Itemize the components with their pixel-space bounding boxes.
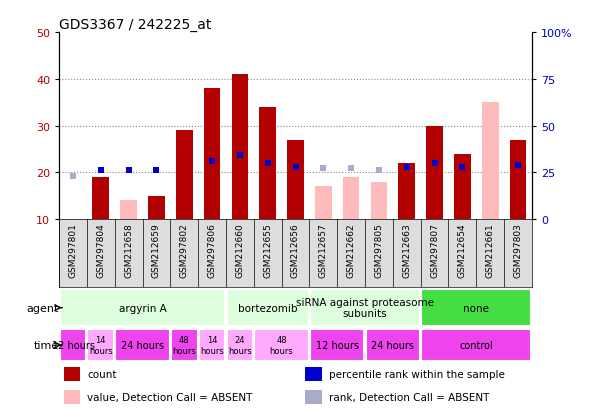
Bar (305, 367, 322, 381)
Text: 48
hours: 48 hours (173, 335, 196, 355)
Text: GSM212657: GSM212657 (319, 223, 328, 278)
Bar (371, 182, 387, 219)
Bar (509, 140, 527, 219)
Text: time: time (34, 340, 59, 350)
Text: argyrin A: argyrin A (119, 303, 167, 313)
Text: 12 hours: 12 hours (316, 340, 359, 350)
Bar (232, 75, 248, 219)
Bar (115, 330, 170, 361)
Text: rank, Detection Call = ABSENT: rank, Detection Call = ABSENT (329, 392, 489, 402)
Text: GSM212656: GSM212656 (291, 223, 300, 278)
Bar (421, 290, 531, 327)
Text: GDS3367 / 242225_at: GDS3367 / 242225_at (59, 18, 212, 32)
Text: GSM212655: GSM212655 (263, 223, 272, 278)
Bar (60, 290, 225, 327)
Bar (121, 201, 137, 219)
Text: none: none (463, 303, 489, 313)
Bar (60, 330, 86, 361)
Bar (310, 330, 365, 361)
Bar (64, 367, 80, 381)
Text: GSM212658: GSM212658 (124, 223, 133, 278)
Text: GSM297807: GSM297807 (430, 223, 439, 278)
Text: value, Detection Call = ABSENT: value, Detection Call = ABSENT (87, 392, 253, 402)
Bar (171, 330, 197, 361)
Bar (421, 330, 531, 361)
Text: GSM297804: GSM297804 (96, 223, 105, 278)
Text: count: count (87, 369, 117, 379)
Bar (398, 164, 415, 219)
Bar (64, 390, 80, 404)
Text: 24 hours: 24 hours (121, 340, 164, 350)
Text: GSM297806: GSM297806 (207, 223, 216, 278)
Bar (343, 178, 359, 219)
Text: bortezomib: bortezomib (238, 303, 297, 313)
Text: GSM297801: GSM297801 (69, 223, 77, 278)
Bar (482, 103, 499, 219)
Text: GSM297805: GSM297805 (375, 223, 384, 278)
Text: GSM212661: GSM212661 (486, 223, 495, 278)
Text: 48
hours: 48 hours (269, 335, 294, 355)
Text: 14
hours: 14 hours (200, 335, 224, 355)
Text: GSM212659: GSM212659 (152, 223, 161, 278)
Text: GSM212662: GSM212662 (347, 223, 356, 277)
Bar (92, 178, 109, 219)
Bar (287, 140, 304, 219)
Bar (315, 187, 332, 219)
Text: GSM212660: GSM212660 (235, 223, 244, 278)
Bar (305, 390, 322, 404)
Bar (426, 126, 443, 219)
Bar (204, 89, 220, 219)
Text: siRNA against proteasome
subunits: siRNA against proteasome subunits (296, 297, 434, 319)
Text: 24
hours: 24 hours (228, 335, 252, 355)
Bar (226, 290, 309, 327)
Text: control: control (459, 340, 493, 350)
Bar (199, 330, 225, 361)
Bar (254, 330, 309, 361)
Text: percentile rank within the sample: percentile rank within the sample (329, 369, 505, 379)
Bar (176, 131, 193, 219)
Text: 14
hours: 14 hours (89, 335, 113, 355)
Text: 24 hours: 24 hours (371, 340, 414, 350)
Text: GSM297803: GSM297803 (514, 223, 522, 278)
Text: GSM297802: GSM297802 (180, 223, 189, 278)
Bar (366, 330, 420, 361)
Bar (454, 154, 470, 219)
Text: 12 hours: 12 hours (51, 340, 95, 350)
Bar (226, 330, 253, 361)
Bar (148, 196, 165, 219)
Bar (259, 107, 276, 219)
Bar (310, 290, 420, 327)
Text: GSM212663: GSM212663 (402, 223, 411, 278)
Bar (87, 330, 114, 361)
Text: GSM212654: GSM212654 (458, 223, 467, 277)
Text: agent: agent (27, 303, 59, 313)
